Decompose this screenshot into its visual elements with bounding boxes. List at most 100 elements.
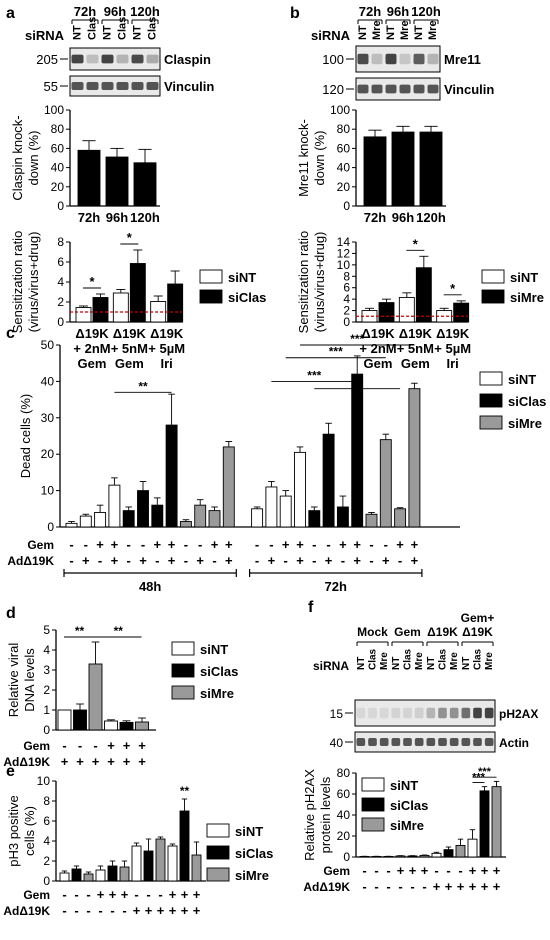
blot-group-label-group: 120h bbox=[130, 4, 160, 19]
y-tick-label: 20 bbox=[337, 829, 351, 843]
gem-sign: + bbox=[481, 863, 489, 878]
blot-group-label: 120h bbox=[411, 4, 441, 19]
bar bbox=[119, 866, 130, 882]
legend-label: siClas bbox=[228, 290, 266, 305]
bar bbox=[379, 439, 392, 528]
ad-sign: - bbox=[98, 553, 102, 568]
legend-label: siNT bbox=[390, 778, 418, 793]
bar bbox=[94, 511, 107, 528]
blot-band bbox=[356, 707, 366, 719]
blot-band bbox=[385, 53, 397, 65]
bar bbox=[391, 131, 415, 207]
blot-group-label: Mock bbox=[357, 625, 388, 639]
significance-label: ** bbox=[180, 784, 190, 798]
y-axis-label: (virus/virus+drug) bbox=[26, 232, 41, 333]
lane-label: Clas bbox=[87, 17, 99, 40]
bar bbox=[112, 292, 129, 323]
bar bbox=[165, 424, 178, 528]
ad-sign: - bbox=[374, 879, 378, 894]
bar bbox=[322, 433, 335, 528]
bar bbox=[419, 131, 443, 207]
bar bbox=[491, 786, 502, 858]
timepoint-label: 72h bbox=[325, 579, 347, 594]
ad-sign: + bbox=[133, 903, 141, 918]
y-axis-label: Mre11 knock- bbox=[296, 119, 311, 197]
legend-label: siClas bbox=[235, 846, 273, 861]
lane-label: Clas bbox=[473, 648, 484, 670]
gem-sign: - bbox=[386, 863, 390, 878]
blot-band bbox=[461, 707, 471, 719]
bar bbox=[155, 838, 166, 882]
x-tick-label: Δ19K bbox=[150, 326, 184, 341]
ad-sign: - bbox=[62, 903, 66, 918]
row-label-ad: AdΔ19K bbox=[7, 554, 54, 568]
ad-sign: + bbox=[145, 903, 153, 918]
y-tick-label: 4 bbox=[43, 834, 50, 848]
legend-label: siNT bbox=[200, 642, 228, 657]
significance-label: *** bbox=[472, 771, 486, 783]
bar bbox=[361, 310, 378, 323]
y-tick-label: 0 bbox=[47, 520, 54, 534]
blot-band bbox=[146, 54, 159, 64]
lane-label: NT bbox=[391, 657, 402, 670]
lane-label: NT bbox=[132, 25, 144, 40]
lane-label: NT bbox=[356, 657, 367, 670]
sirna-label: siRNA bbox=[313, 659, 349, 673]
ad-sign: + bbox=[157, 903, 165, 918]
ad-sign: + bbox=[196, 553, 204, 568]
bar bbox=[395, 855, 406, 858]
bar bbox=[57, 709, 72, 731]
blot-group-label: 72h bbox=[74, 4, 96, 19]
gem-sign: + bbox=[96, 537, 104, 552]
y-tick-label: 20 bbox=[41, 447, 55, 461]
x-tick-label: 120h bbox=[416, 210, 446, 225]
blot-band bbox=[385, 84, 397, 94]
band-label: Vinculin bbox=[164, 79, 214, 94]
x-tick-label: Δ19K bbox=[399, 326, 433, 341]
lane-label: Clas bbox=[438, 648, 449, 670]
bar bbox=[265, 486, 278, 528]
significance-label: * bbox=[127, 230, 133, 245]
y-tick-label: 20 bbox=[51, 180, 65, 194]
bar bbox=[167, 283, 184, 323]
blot-strip bbox=[355, 77, 441, 101]
blot-band bbox=[399, 53, 411, 65]
blot-band bbox=[414, 707, 424, 719]
gem-sign: - bbox=[326, 537, 330, 552]
gem-sign: + bbox=[168, 537, 176, 552]
y-tick-label: 6 bbox=[43, 814, 50, 828]
lane-label: Clas bbox=[147, 17, 159, 40]
gem-sign: - bbox=[446, 863, 450, 878]
legend-swatch bbox=[199, 269, 223, 284]
x-tick-label: + 5µM bbox=[434, 341, 471, 356]
blot-band bbox=[484, 738, 494, 746]
ad-sign: + bbox=[76, 754, 84, 769]
lane-label: Mre bbox=[379, 652, 390, 670]
gem-sign: + bbox=[493, 863, 501, 878]
row-label-ad: AdΔ19K bbox=[303, 880, 350, 894]
blot-group-label-group: Gem+Δ19K bbox=[461, 611, 495, 639]
lane-label: NT bbox=[357, 25, 369, 40]
mw-marker: 100 bbox=[322, 52, 344, 67]
gem-sign: - bbox=[86, 887, 90, 902]
y-axis-label: protein levels bbox=[318, 776, 333, 853]
legend-swatch bbox=[171, 663, 195, 678]
blot-group-label-group: Mock bbox=[357, 625, 388, 639]
ad-sign: + bbox=[481, 879, 489, 894]
bar bbox=[294, 451, 306, 528]
x-tick-label: + 5µM bbox=[148, 341, 185, 356]
lane-label: Clas bbox=[403, 648, 414, 670]
ad-sign: - bbox=[98, 903, 102, 918]
legend-swatch bbox=[361, 777, 385, 792]
bar bbox=[92, 297, 109, 323]
bar bbox=[279, 495, 292, 528]
y-tick-label: 12 bbox=[337, 246, 351, 260]
panel-letter-a: a bbox=[6, 5, 15, 22]
gem-sign: - bbox=[312, 537, 316, 552]
y-tick-label: 20 bbox=[337, 180, 351, 194]
gem-sign: + bbox=[181, 887, 189, 902]
